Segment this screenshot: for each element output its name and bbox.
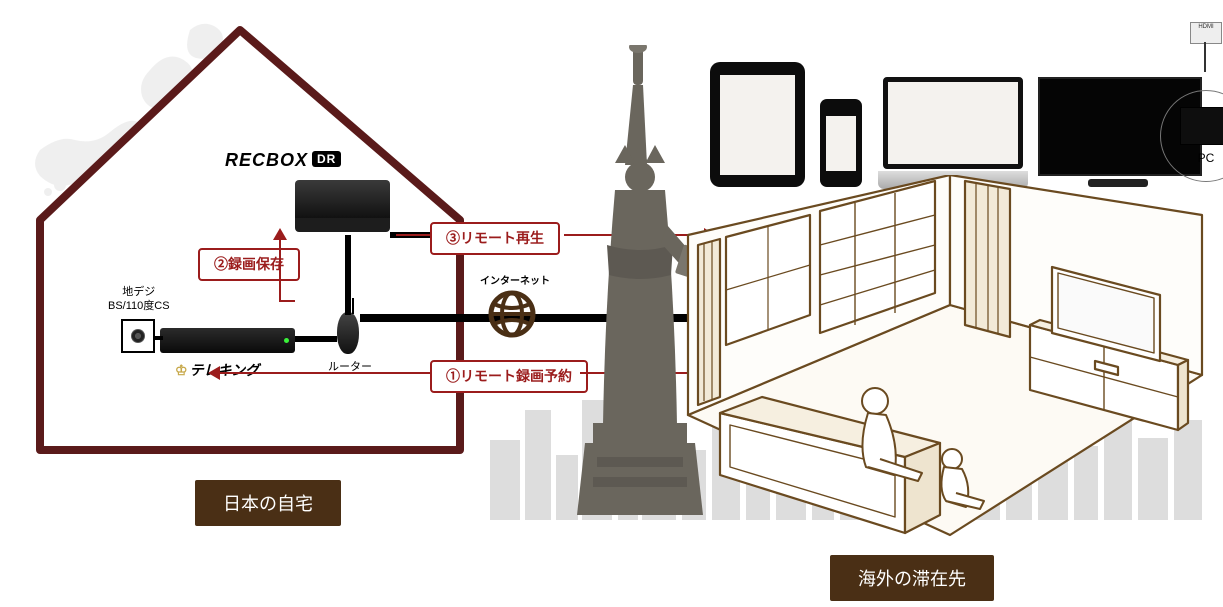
arrow-step1-line-l	[220, 372, 432, 374]
antenna-icon	[121, 319, 155, 353]
hdmi-adapter-icon: HDMI	[1190, 22, 1222, 44]
tv-tuner-icon	[160, 328, 295, 353]
recbox-logo: RECBOXDR	[225, 150, 341, 171]
laptop-icon	[878, 77, 1028, 187]
arrow-step2-v	[279, 240, 281, 302]
cable-tuner-router	[295, 336, 337, 342]
tereking-text: テレキング	[190, 362, 260, 378]
arrow-step2-head-icon	[273, 228, 287, 240]
arrow-step1-head-icon	[208, 366, 220, 380]
diagram-canvas: RECBOXDR 地デジ BS/110度CS ♔テレキング ルーター インターネ…	[0, 0, 1223, 607]
arrow-step3-line-left	[396, 234, 432, 236]
tablet-icon	[710, 62, 805, 187]
home-house: RECBOXDR 地デジ BS/110度CS ♔テレキング ルーター	[10, 20, 470, 460]
pc-caption: PC	[1198, 151, 1215, 165]
smartphone-icon	[820, 99, 862, 187]
location-home-chip: 日本の自宅	[195, 480, 341, 526]
globe-icon	[488, 290, 536, 338]
location-abroad-chip: 海外の滞在先	[830, 555, 994, 601]
cable-router-recbox	[345, 235, 351, 315]
internet-label: インターネット	[480, 272, 550, 287]
cable-antenna-tuner	[153, 336, 163, 340]
living-room-icon	[680, 175, 1210, 545]
recbox-device-icon	[295, 180, 390, 235]
abroad-living-room	[680, 175, 1210, 545]
step-2-label: ②録画保存	[198, 248, 300, 281]
antenna-line2: BS/110度CS	[108, 300, 170, 312]
crown-icon: ♔	[175, 362, 188, 378]
arrow-step2-h	[279, 300, 295, 302]
router-icon	[337, 312, 359, 354]
recbox-dr-badge: DR	[312, 151, 341, 167]
antenna-label: 地デジ BS/110度CS	[108, 285, 170, 314]
recbox-text: RECBOX	[225, 150, 308, 170]
house-outline-icon	[10, 20, 470, 460]
hdmi-cable-icon	[1204, 42, 1206, 72]
step-3-label: ③リモート再生	[430, 222, 560, 255]
antenna-line1: 地デジ	[122, 286, 155, 298]
